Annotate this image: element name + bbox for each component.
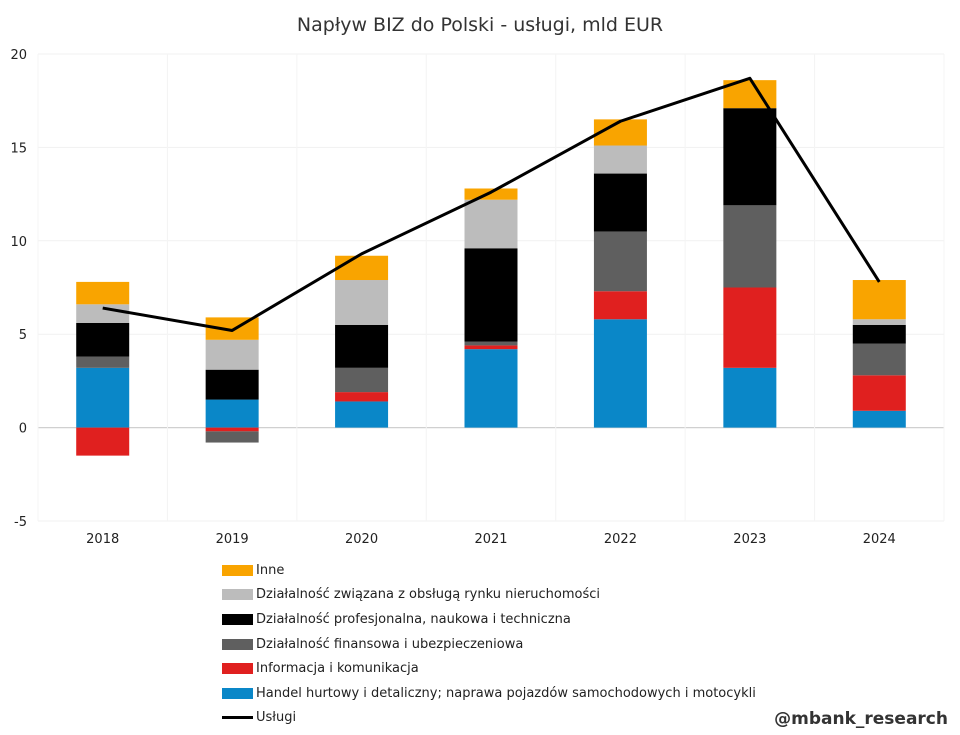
bar-segment (335, 392, 389, 402)
bar-segment (76, 281, 130, 305)
legend-item: Informacja i komunikacja (222, 656, 756, 681)
legend-swatch (222, 613, 253, 625)
bar-segment (723, 367, 777, 428)
bar-segment (593, 291, 647, 320)
bar-segment (593, 145, 647, 174)
chart-title: Napływ BIZ do Polski - usługi, mld EUR (297, 14, 663, 36)
bar-segment (335, 401, 389, 428)
bar-segment (852, 280, 906, 320)
x-tick-label: 2023 (733, 532, 766, 547)
x-tick-label: 2020 (345, 532, 378, 547)
bar-segment (205, 431, 259, 443)
y-tick-label: 0 (19, 422, 27, 437)
legend-swatch (222, 663, 253, 675)
legend-item: Inne (222, 558, 756, 583)
y-tick-label: 20 (10, 48, 27, 63)
bar-segment (593, 319, 647, 428)
y-tick-label: 15 (10, 141, 27, 156)
legend-swatch (222, 716, 253, 720)
legend-swatch (222, 638, 253, 650)
legend-swatch (222, 589, 253, 601)
bar-segment (335, 324, 389, 368)
bar-segment (205, 369, 259, 400)
legend-item: Działalność profesjonalna, naukowa i tec… (222, 607, 756, 632)
bar-segment (205, 339, 259, 370)
legend-label: Handel hurtowy i detaliczny; naprawa poj… (256, 685, 756, 701)
bar-segment (723, 287, 777, 368)
bar-segment (464, 349, 518, 428)
bar-segment (464, 248, 518, 342)
bar-segment (852, 324, 906, 344)
bar-segment (335, 280, 389, 325)
bar-segment (205, 399, 259, 428)
bar-segment (852, 319, 906, 325)
legend-swatch (222, 564, 253, 576)
line-series (102, 76, 881, 332)
legend-label: Działalność profesjonalna, naukowa i tec… (256, 611, 571, 627)
bar-segment (723, 108, 777, 206)
x-tick-label: 2018 (86, 532, 119, 547)
bar-segment (593, 173, 647, 232)
bar-segment (76, 367, 130, 428)
bar-segment (464, 199, 518, 249)
bar-segment (852, 375, 906, 411)
bar-segment (205, 427, 259, 432)
watermark: @mbank_research (774, 709, 948, 729)
bar-segment (464, 188, 518, 200)
bar-segment (464, 341, 518, 346)
bar-segment (335, 367, 389, 393)
bar-segment (335, 255, 389, 281)
bar-segment (76, 356, 130, 368)
legend: Inne Działalność związana z obsługą rynku… (222, 558, 756, 730)
legend-item: Działalność finansowa i ubezpieczeniowa (222, 632, 756, 657)
legend-label: Działalność finansowa i ubezpieczeniowa (256, 636, 524, 652)
legend-label: Działalność związana z obsługą rynku nie… (256, 587, 601, 603)
uslugi-line (102, 76, 881, 332)
bar-series (76, 80, 906, 456)
x-tick-label: 2019 (216, 532, 249, 547)
x-tick-label: 2024 (863, 532, 896, 547)
legend-label: Informacja i komunikacja (256, 661, 419, 677)
y-tick-label: 10 (10, 235, 27, 250)
bar-segment (593, 231, 647, 292)
y-tick-label: -5 (14, 515, 27, 530)
legend-swatch (222, 687, 253, 699)
bar-segment (76, 304, 130, 323)
bar-segment (852, 343, 906, 376)
y-axis-ticks: -5 0 5 10 15 20 (10, 48, 27, 530)
legend-item: Działalność związana z obsługą rynku nie… (222, 583, 756, 608)
bar-segment (852, 410, 906, 428)
x-axis-ticks: 2018 2019 2020 2021 2022 2023 2024 (86, 532, 896, 547)
bar-segment (76, 322, 130, 357)
legend-label: Usługi (256, 710, 297, 726)
x-tick-label: 2021 (474, 532, 507, 547)
legend-item: Usługi (222, 706, 756, 731)
y-tick-label: 5 (19, 328, 27, 343)
bar-segment (76, 427, 130, 456)
legend-label: Inne (256, 562, 285, 578)
bar-segment (723, 205, 777, 288)
x-tick-label: 2022 (604, 532, 637, 547)
legend-item: Handel hurtowy i detaliczny; naprawa poj… (222, 681, 756, 706)
bar-segment (464, 345, 518, 350)
